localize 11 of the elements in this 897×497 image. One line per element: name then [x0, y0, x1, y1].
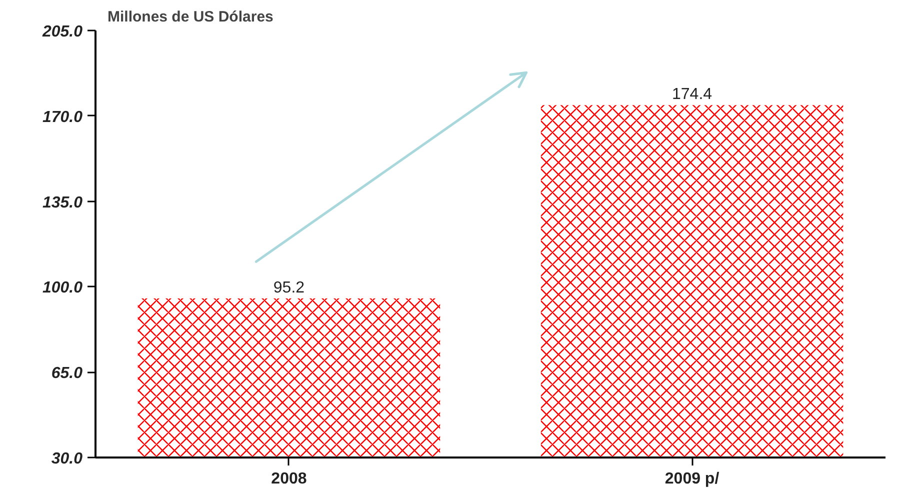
data-label: 174.4	[672, 86, 712, 104]
x-tick-label: 2008	[271, 470, 307, 488]
x-tick-label: 2009 p/	[664, 470, 720, 488]
data-label: 95.2	[273, 279, 305, 296]
y-axis-title: Millones de US Dólares	[108, 8, 274, 26]
y-tick-label: 135.0	[42, 194, 83, 212]
y-tick-label: 30.0	[51, 450, 83, 468]
y-tick-label: 170.0	[42, 108, 83, 126]
y-tick-label: 65.0	[51, 365, 83, 382]
y-tick-label: 205.0	[41, 24, 83, 40]
y-tick-label: 100.0	[42, 280, 83, 297]
